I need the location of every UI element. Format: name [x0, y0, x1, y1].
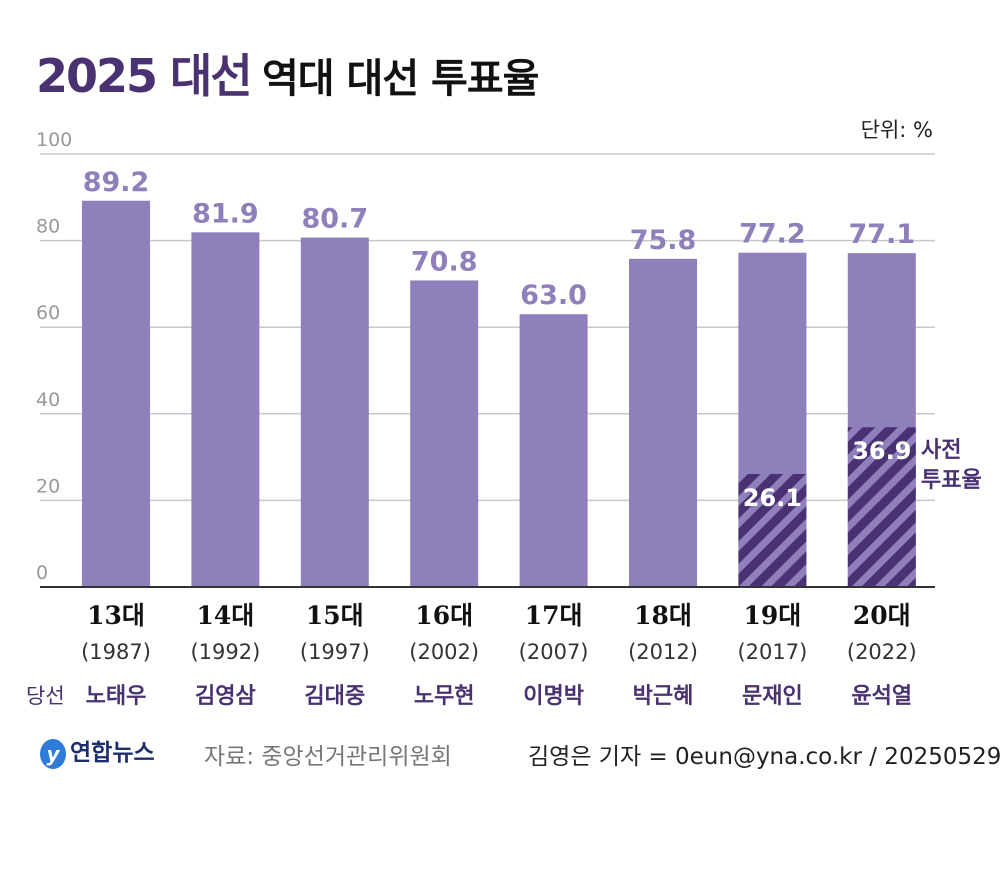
y-tick-label: 40: [36, 389, 60, 411]
data-label: 81.9: [192, 198, 259, 229]
bar: [82, 200, 150, 587]
winner-name: 김대중: [304, 684, 365, 709]
x-tick-label: 13대: [87, 601, 145, 630]
year-label: (1997): [300, 640, 370, 664]
data-label: 77.1: [848, 219, 915, 250]
data-label: 80.7: [301, 204, 368, 235]
data-label: 75.8: [630, 225, 697, 256]
credit-text: 김영은 기자 = 0eun@yna.co.kr / 20250529: [528, 744, 1002, 770]
x-tick-label: 16대: [415, 601, 473, 630]
bar: [300, 237, 369, 587]
winner-name: 김영삼: [195, 684, 256, 709]
logo-text: 연합뉴스: [70, 740, 155, 766]
x-tick-label: 19대: [744, 601, 802, 630]
bar: [519, 314, 588, 587]
yonhap-logo: y 연합뉴스: [40, 733, 155, 769]
early-vote-label: 36.9: [852, 437, 911, 465]
x-tick-label: 18대: [634, 601, 692, 630]
title-main: 2025 대선: [36, 49, 253, 103]
annotation-line1: 사전: [921, 438, 961, 463]
year-label: (2007): [519, 640, 589, 664]
early-vote-bar: [847, 427, 916, 587]
year-label: (2022): [847, 640, 917, 664]
bar: [191, 232, 260, 588]
data-label: 70.8: [411, 246, 478, 277]
annotation-line2: 투표율: [921, 468, 982, 493]
unit-label: 단위: %: [860, 118, 933, 142]
year-label: (2017): [737, 640, 807, 664]
bar-chart: 0 20 40 60 80 100 89.2 13대 (1987) 노태우 81.9 14대 (1992…: [26, 129, 982, 709]
bar: [410, 280, 479, 587]
winner-name: 노무현: [414, 684, 475, 709]
year-label: (1987): [81, 640, 151, 664]
winner-name: 이명박: [523, 684, 584, 709]
y-tick-label: 20: [36, 475, 60, 497]
year-label: (1992): [190, 640, 260, 664]
data-label: 77.2: [739, 219, 806, 250]
year-label: (2012): [628, 640, 698, 664]
early-vote-label: 26.1: [743, 484, 802, 512]
bar: [629, 258, 697, 587]
winner-name: 박근혜: [633, 684, 694, 709]
x-tick-label: 20대: [853, 601, 911, 630]
winner-name: 노태우: [86, 684, 147, 709]
y-tick-label: 0: [36, 562, 48, 584]
x-tick-label: 15대: [306, 601, 364, 630]
y-tick-label: 100: [36, 129, 72, 151]
data-label: 89.2: [83, 167, 150, 198]
x-tick-label: 17대: [525, 601, 583, 630]
winner-row-label: 당선: [26, 684, 65, 708]
y-tick-label: 60: [36, 302, 60, 324]
source-text: 자료: 중앙선거관리위원회: [204, 744, 452, 770]
year-label: (2002): [409, 640, 479, 664]
chart-title: 역대 대선 투표율: [262, 56, 539, 102]
y-tick-label: 80: [36, 216, 60, 238]
early-vote-bar: [738, 473, 807, 587]
winner-name: 윤석열: [851, 684, 912, 709]
data-label: 63.0: [520, 280, 587, 311]
x-tick-label: 14대: [197, 601, 255, 630]
winner-name: 문재인: [742, 684, 803, 709]
logo-icon: y: [40, 738, 66, 769]
